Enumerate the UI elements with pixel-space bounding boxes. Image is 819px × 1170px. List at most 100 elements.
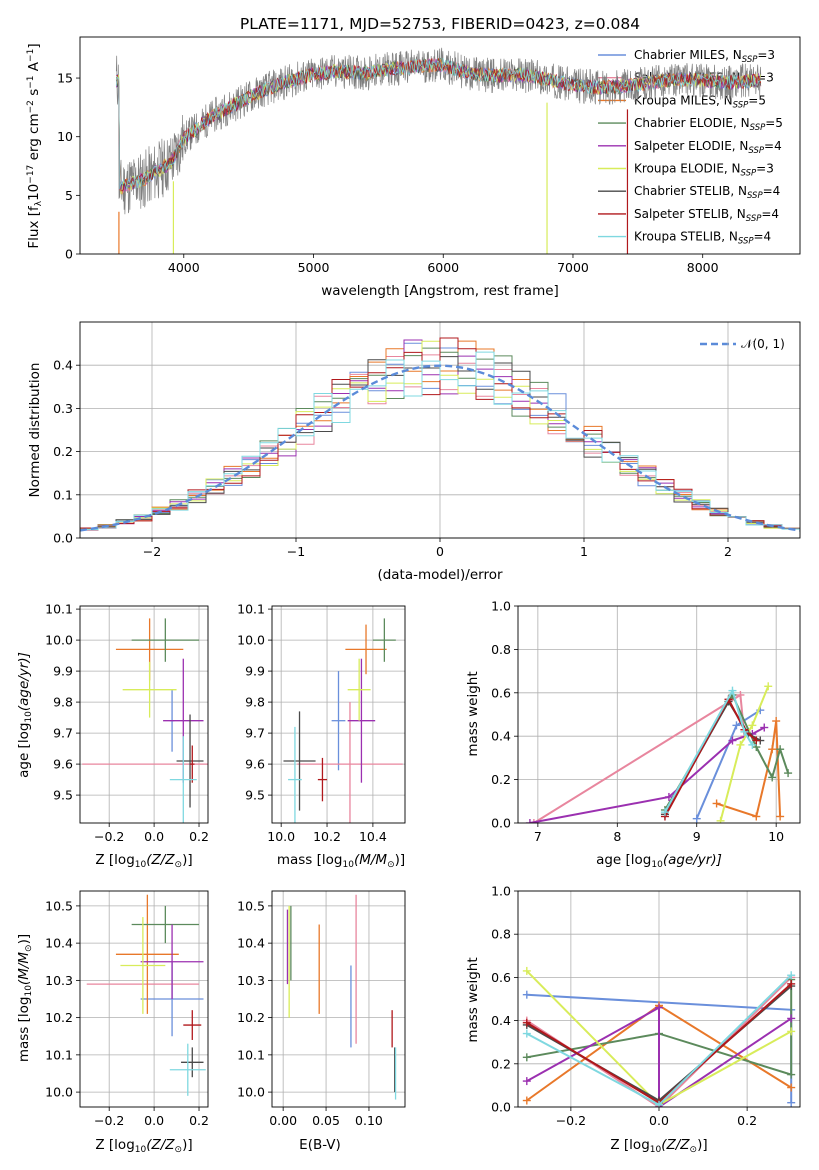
spectrum-data-line (115, 47, 762, 215)
z-age-plot-area (82, 618, 208, 823)
z-weight-marker-chabrier_elodie (787, 1070, 796, 1079)
spectrum-legend-label: Salpeter STELIB, NSSP=4 (634, 207, 779, 224)
residuals-xtick-label: −2 (143, 544, 161, 559)
spectrum-model-line-chabrier_stelib (115, 59, 762, 190)
age-weight-marker-kroupa_stelib (748, 740, 757, 749)
ebv-mass-ytick-label: 10.4 (237, 936, 265, 951)
age-weight-plot-area (525, 682, 793, 823)
age-weight-ytick-label: 0.4 (491, 729, 511, 744)
z-weight-marker-salpeter_elodie (655, 1003, 663, 1012)
age-weight-ytick-label: 0.6 (491, 685, 511, 700)
residuals-ytick-label: 0.3 (53, 401, 73, 416)
mass-age-ytick-label: 9.6 (245, 757, 265, 772)
age-weight-ytick-label: 1.0 (491, 599, 511, 614)
spectrum-xtick-label: 6000 (427, 260, 459, 275)
age-weight-ylabel: mass weight (465, 671, 481, 756)
residuals-legend: 𝒩(0, 1) (700, 337, 785, 351)
ebv-mass-xtick-label: 0.10 (355, 1113, 383, 1128)
z-age-ylabel: age [log10(age/yr)] (16, 652, 34, 778)
age-weight-xtick-label: 9 (693, 829, 701, 844)
residuals-xtick-label: 2 (724, 544, 732, 559)
age-weight-axes: 7 8 9 10 0.0 0.2 0.4 0.6 0.8 1.0 (491, 599, 801, 844)
z-age-errorbar-chabrier_stelib (176, 714, 204, 808)
mass-age-xtick-label: 10.2 (313, 829, 341, 844)
z-age-xtick-label: −0.2 (94, 829, 124, 844)
mass-age-axes: 10.0 10.2 10.4 9.5 9.6 9.7 9.8 9.9 10.0 10.1 (237, 602, 406, 844)
age-weight-ytick-label: 0.0 (491, 816, 511, 831)
z-weight-marker-kroupa_miles (787, 1083, 796, 1092)
age-weight-marker-salpeter_elodie (525, 819, 534, 823)
age-weight-marker-kroupa_elodie (716, 816, 725, 823)
mass-age-errorbar-kroupa_stelib (288, 726, 302, 823)
z-mass-errorbar-kroupa_elodie (120, 917, 166, 1014)
age-weight-marker-salpeter_elodie (728, 736, 737, 745)
age-weight-marker-kroupa_miles (752, 812, 761, 821)
mass-age-errorbar-salpeter_stelib (317, 757, 328, 802)
z-weight-xtick-label: 0.2 (737, 1113, 757, 1128)
z-mass-ytick-label: 10.0 (45, 1085, 73, 1100)
mass-age-xtick-label: 10.0 (267, 829, 295, 844)
z-weight-ytick-label: 1.0 (491, 884, 511, 899)
age-weight-marker-chabrier_elodie (784, 769, 793, 778)
age-weight-ytick-label: 0.2 (491, 772, 511, 787)
z-weight-axes: −0.2 0.0 0.2 0.0 0.2 0.4 0.6 0.8 1.0 (491, 884, 801, 1128)
spectrum-xlabel: wavelength [Angstrom, rest frame] (321, 283, 559, 299)
spectrum-legend-label: Kroupa MILES, NSSP=5 (634, 93, 766, 110)
z-mass-ytick-label: 10.5 (45, 898, 73, 913)
residuals-ytick-label: 0.2 (53, 444, 73, 459)
z-weight-marker-salpeter_stelib (787, 979, 796, 988)
z-mass-errorbar-salpeter_stelib (183, 1010, 202, 1040)
z-mass-xtick-label: 0.0 (144, 1113, 164, 1128)
age-weight-marker-kroupa_stelib (728, 686, 737, 695)
spectrum-legend-label: Chabrier ELODIE, NSSP=5 (634, 116, 783, 133)
mass-age-errorbar-chabrier_stelib (283, 711, 316, 811)
spectrum-legend-label: Kroupa ELODIE, NSSP=3 (634, 162, 774, 179)
age-weight-marker-kroupa_elodie (764, 682, 773, 691)
z-weight-marker-salpeter_elodie (522, 1077, 531, 1086)
z-weight-frame (517, 890, 801, 1108)
residuals-axes: −2 −1 0 1 2 0.0 0.1 0.2 0.3 0.4 (53, 321, 801, 559)
spectrum-ytick-label: 10 (57, 129, 73, 144)
z-age-ytick-label: 9.5 (53, 788, 73, 803)
z-age-errorbar-salpeter_stelib (190, 745, 195, 783)
z-weight-line-salpeter_elodie (526, 1005, 792, 1107)
spectrum-plot-area (115, 47, 762, 254)
z-weight-ytick-label: 0.8 (491, 927, 511, 942)
age-weight-marker-salpeter_stelib (752, 736, 761, 745)
residuals-xtick-label: 1 (580, 544, 588, 559)
z-weight-xtick-label: 0.0 (649, 1113, 669, 1128)
z-weight-marker-kroupa_miles (522, 1096, 531, 1105)
spectrum-ylabel: Flux [fλ10−17 erg cm−2 s−1 A−1] (26, 43, 44, 248)
z-mass-ytick-label: 10.1 (45, 1047, 73, 1062)
spectrum-legend-label: Salpeter ELODIE, NSSP=4 (634, 139, 782, 156)
z-weight-ytick-label: 0.4 (491, 1013, 511, 1028)
z-age-ytick-label: 9.6 (53, 757, 73, 772)
ebv-mass-plot-area (286, 894, 397, 1100)
age-weight-marker-salpeter_elodie (760, 723, 769, 732)
z-mass-errorbar-chabrier_stelib (181, 1047, 204, 1078)
ebv-mass-ytick-label: 10.2 (237, 1010, 265, 1025)
age-weight-marker-kroupa_miles (768, 745, 777, 754)
mass-age-ytick-label: 9.9 (245, 664, 265, 679)
age-weight-marker-chabrier_elodie (768, 773, 777, 782)
z-weight-marker-kroupa_elodie (787, 1027, 796, 1036)
z-age-axes: −0.2 0.0 0.2 9.5 9.6 9.7 9.8 9.9 10.0 10.1 (45, 602, 209, 844)
z-weight-ylabel: mass weight (465, 957, 481, 1042)
spectrum-frame (79, 36, 801, 255)
z-mass-ytick-label: 10.4 (45, 936, 73, 951)
mass-age-ytick-label: 9.5 (245, 788, 265, 803)
mass-age-plot-area (283, 618, 403, 823)
mass-age-errorbar-salpeter_miles (297, 702, 403, 823)
ebv-mass-ytick-label: 10.5 (237, 898, 265, 913)
age-weight-marker-salpeter_miles (529, 819, 538, 823)
z-mass-frame (79, 890, 209, 1108)
mass-age-errorbar-chabrier_miles (331, 671, 346, 771)
z-weight-marker-chabrier_elodie (522, 1053, 531, 1062)
age-weight-xlabel: age [log10(age/yr)] (596, 852, 722, 870)
age-weight-marker-kroupa_miles (772, 717, 781, 726)
spectrum-xtick-label: 8000 (687, 260, 719, 275)
spectrum-ytick-label: 5 (65, 188, 73, 203)
residuals-ylabel: Normed distribution (27, 363, 43, 498)
z-weight-marker-kroupa_elodie (522, 966, 531, 975)
